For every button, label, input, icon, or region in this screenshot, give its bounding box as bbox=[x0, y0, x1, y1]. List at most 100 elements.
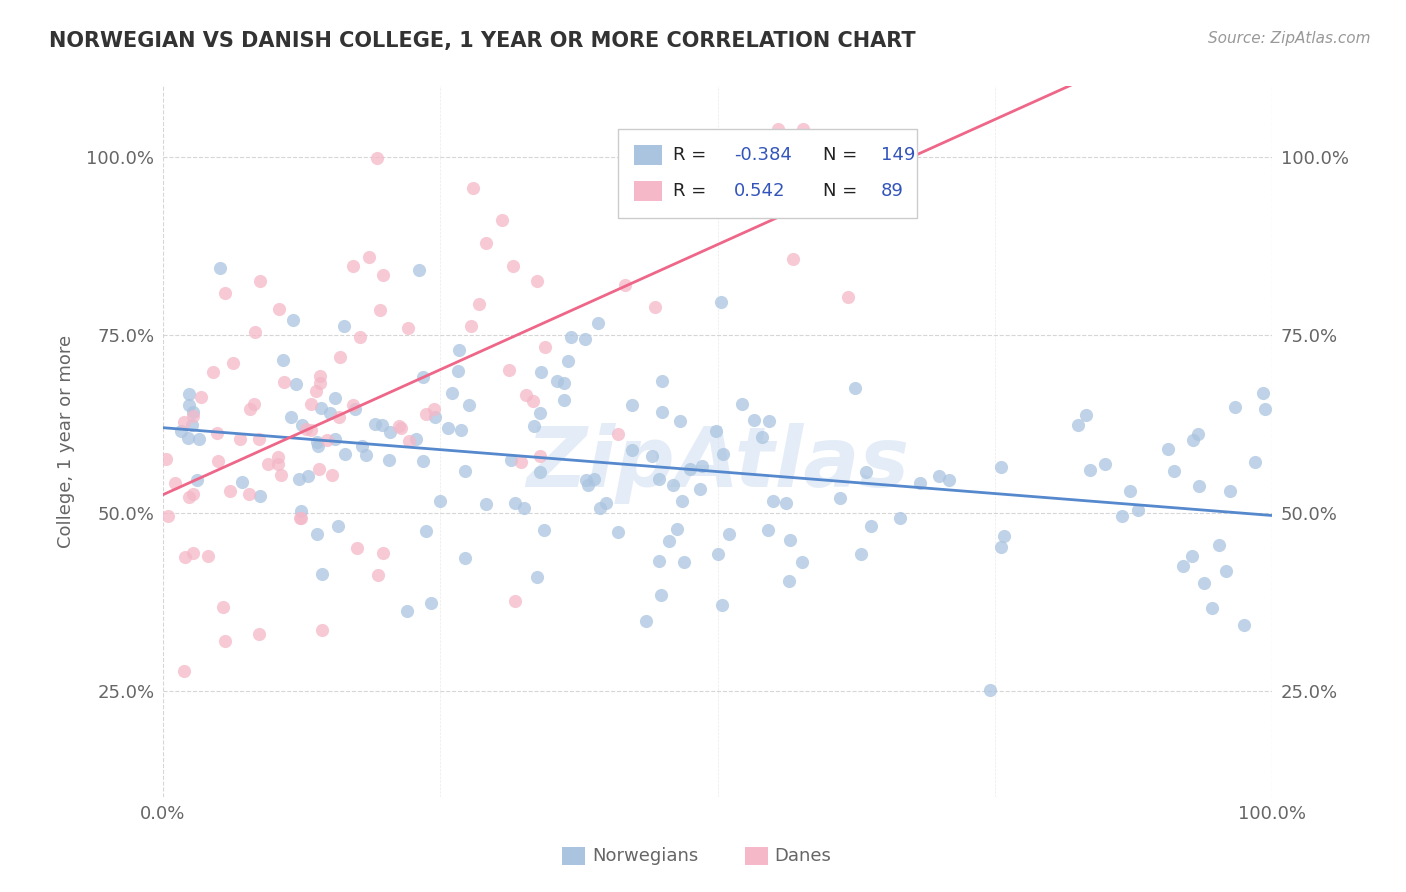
Point bbox=[928, 469, 950, 483]
Point bbox=[221, 356, 243, 370]
Point bbox=[328, 409, 350, 424]
Point bbox=[308, 461, 330, 475]
Point bbox=[155, 451, 177, 466]
Point bbox=[1208, 538, 1230, 552]
Point bbox=[454, 550, 477, 565]
Point bbox=[837, 289, 859, 303]
Point bbox=[510, 455, 533, 469]
Point bbox=[789, 161, 811, 175]
Point bbox=[529, 449, 551, 463]
Point bbox=[595, 496, 617, 510]
Point bbox=[491, 213, 513, 227]
Point bbox=[181, 418, 204, 433]
Point bbox=[273, 376, 295, 390]
Point bbox=[309, 376, 332, 390]
Point bbox=[333, 318, 356, 333]
Point bbox=[1111, 508, 1133, 523]
Point bbox=[503, 594, 526, 608]
Text: R =: R = bbox=[673, 182, 718, 200]
Point bbox=[533, 340, 555, 354]
Point bbox=[173, 415, 195, 429]
Point bbox=[1254, 402, 1277, 417]
Point bbox=[707, 547, 730, 561]
Point bbox=[190, 390, 212, 404]
Point bbox=[1192, 576, 1215, 591]
Point bbox=[405, 432, 427, 446]
Point bbox=[778, 574, 800, 589]
Point bbox=[212, 599, 235, 614]
Text: N =: N = bbox=[823, 182, 863, 200]
Text: 89: 89 bbox=[880, 182, 904, 200]
Point bbox=[458, 398, 481, 412]
Point bbox=[299, 397, 322, 411]
Text: 0.542: 0.542 bbox=[734, 182, 786, 200]
Point bbox=[179, 398, 201, 412]
Point bbox=[368, 302, 391, 317]
Point bbox=[290, 511, 312, 525]
Point bbox=[749, 182, 772, 196]
Point bbox=[758, 414, 780, 428]
Point bbox=[560, 330, 582, 344]
Point bbox=[450, 423, 472, 437]
Point bbox=[557, 353, 579, 368]
Point bbox=[412, 453, 434, 467]
Point bbox=[671, 494, 693, 508]
Point bbox=[526, 569, 548, 583]
Point bbox=[589, 500, 612, 515]
Point bbox=[378, 425, 401, 440]
Point bbox=[710, 599, 733, 613]
Text: N =: N = bbox=[823, 146, 863, 164]
Point bbox=[344, 401, 367, 416]
Point bbox=[349, 330, 371, 344]
Point bbox=[356, 448, 378, 462]
FancyBboxPatch shape bbox=[634, 145, 662, 165]
FancyBboxPatch shape bbox=[634, 181, 662, 201]
Point bbox=[267, 457, 290, 471]
Point bbox=[389, 421, 412, 435]
Point bbox=[280, 410, 302, 425]
Point bbox=[990, 541, 1012, 555]
Point bbox=[311, 401, 333, 415]
Point bbox=[710, 295, 733, 310]
Point bbox=[1163, 464, 1185, 478]
Point bbox=[644, 300, 666, 314]
Point bbox=[574, 332, 596, 346]
Text: -0.384: -0.384 bbox=[734, 146, 792, 164]
Point bbox=[717, 527, 740, 541]
Point bbox=[395, 604, 418, 618]
Point bbox=[231, 475, 253, 489]
Point bbox=[321, 468, 343, 483]
Y-axis label: College, 1 year or more: College, 1 year or more bbox=[58, 335, 75, 549]
Point bbox=[650, 588, 672, 602]
Point bbox=[173, 664, 195, 678]
Point bbox=[1219, 484, 1241, 499]
Point bbox=[326, 518, 349, 533]
Point bbox=[295, 422, 318, 436]
Point bbox=[170, 424, 193, 438]
Point bbox=[756, 524, 779, 538]
Point bbox=[219, 483, 242, 498]
Point bbox=[291, 418, 314, 433]
Point bbox=[202, 366, 225, 380]
Point bbox=[751, 429, 773, 443]
Point bbox=[529, 406, 551, 420]
Point bbox=[346, 541, 368, 555]
Point bbox=[398, 434, 420, 449]
Point bbox=[651, 375, 673, 389]
Point bbox=[475, 497, 498, 511]
Point bbox=[1187, 427, 1209, 442]
Point bbox=[662, 477, 685, 491]
Point bbox=[364, 417, 387, 432]
Point bbox=[316, 433, 339, 447]
Point bbox=[396, 321, 419, 335]
Point bbox=[889, 510, 911, 524]
Point bbox=[447, 343, 470, 358]
Point bbox=[205, 425, 228, 440]
Point bbox=[468, 297, 491, 311]
Point bbox=[388, 418, 411, 433]
Point bbox=[186, 473, 208, 487]
Point bbox=[782, 252, 804, 267]
Point bbox=[546, 374, 568, 388]
Point bbox=[311, 567, 333, 582]
Point bbox=[1094, 457, 1116, 471]
